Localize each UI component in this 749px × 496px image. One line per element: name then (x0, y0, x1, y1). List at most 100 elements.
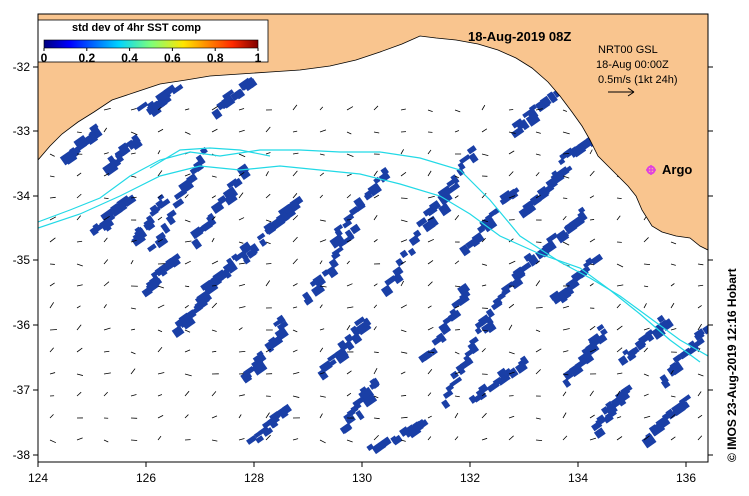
current-vector (562, 435, 568, 441)
current-vector (49, 153, 55, 157)
current-vector (643, 285, 649, 288)
current-vector (319, 129, 327, 133)
sst-cell (327, 351, 340, 362)
argo-marker[interactable] (646, 165, 656, 175)
sst-cell (155, 231, 166, 242)
current-vector (616, 303, 621, 309)
current-vector (184, 131, 191, 135)
current-vector (508, 238, 514, 243)
current-vector (427, 109, 433, 112)
current-vector (373, 239, 378, 243)
sst-cell (407, 247, 417, 257)
sst-cell (511, 268, 526, 282)
sst-cell (355, 410, 365, 421)
sst-cell (317, 368, 329, 381)
sst-cell (341, 424, 352, 434)
current-vector (238, 192, 244, 199)
current-vector (292, 236, 298, 243)
sst-cell (73, 135, 87, 148)
current-vector (697, 347, 701, 353)
sst-cell (136, 101, 149, 112)
current-vector (427, 149, 432, 155)
sst-cell (350, 332, 363, 345)
sst-cell (488, 207, 500, 218)
x-tick-label: 128 (244, 471, 264, 485)
colorbar-gradient (43, 39, 259, 49)
current-vector (373, 283, 378, 287)
sst-cell (636, 338, 647, 349)
current-vector (481, 219, 488, 223)
current-vector (400, 261, 406, 265)
current-vector (670, 436, 676, 441)
sst-cell (523, 252, 534, 262)
sst-cell (422, 206, 434, 217)
current-vector (76, 215, 81, 221)
sst-cell (596, 323, 605, 332)
current-vector (49, 414, 54, 419)
current-vector (616, 263, 624, 268)
sst-patches (59, 76, 708, 455)
sst-cell (577, 351, 591, 364)
sst-cell (656, 314, 666, 323)
current-vector (400, 329, 407, 333)
y-tick-label: -34 (13, 189, 31, 203)
y-tick-label: -38 (13, 448, 31, 462)
current-vector (481, 392, 486, 397)
sst-cell (395, 257, 404, 267)
current-vector (211, 195, 216, 199)
current-vector (292, 283, 298, 287)
current-vector (535, 194, 541, 199)
current-vector (319, 304, 323, 309)
sst-cell (399, 249, 409, 259)
current-vector (103, 197, 109, 200)
current-vector (184, 390, 190, 397)
current-vector (211, 128, 218, 133)
sst-cell (422, 219, 436, 233)
current-vector (373, 105, 379, 111)
sst-cell (511, 118, 524, 129)
sst-cell (354, 316, 366, 327)
current-vector (643, 237, 649, 243)
sst-cell (117, 142, 129, 152)
x-tick-label: 124 (28, 471, 48, 485)
current-vector (427, 305, 432, 309)
current-vector (184, 304, 189, 309)
current-vector (481, 284, 487, 287)
sst-cell (380, 284, 394, 298)
current-vector (535, 260, 541, 265)
sst-cell (160, 222, 171, 234)
current-vector (238, 153, 246, 158)
current-vector (238, 172, 245, 177)
current-vector (211, 106, 218, 111)
current-vector (373, 214, 378, 221)
current-vector (265, 219, 272, 223)
current-vector (265, 434, 271, 441)
current-vector (319, 439, 326, 444)
sst-cell (210, 201, 225, 214)
sst-cell (593, 427, 606, 439)
sst-cell (222, 268, 232, 279)
sst-cell (199, 146, 208, 155)
current-vector (508, 150, 515, 155)
sst-cell (253, 431, 262, 439)
sst-cell (474, 320, 485, 330)
current-vector (265, 263, 272, 265)
current-vector (670, 263, 676, 266)
x-tick-label: 130 (352, 471, 372, 485)
colorbar: std dev of 4hr SST comp 0 0.2 0.4 0.6 0.8 1 (37, 19, 269, 65)
sst-cell (391, 434, 403, 446)
y-tick-label: -36 (13, 318, 31, 332)
sst-cell (143, 221, 153, 231)
sst-cell (171, 325, 185, 338)
current-vector (346, 370, 352, 375)
current-vector (319, 285, 327, 288)
current-vector (697, 435, 703, 441)
current-vector (103, 372, 111, 375)
sst-cell (155, 199, 166, 210)
sst-cell (191, 238, 203, 250)
current-vector (238, 394, 245, 397)
sst-cell (329, 233, 346, 249)
current-vector (535, 172, 540, 177)
current-vector (184, 260, 191, 265)
current-vector (184, 285, 190, 288)
